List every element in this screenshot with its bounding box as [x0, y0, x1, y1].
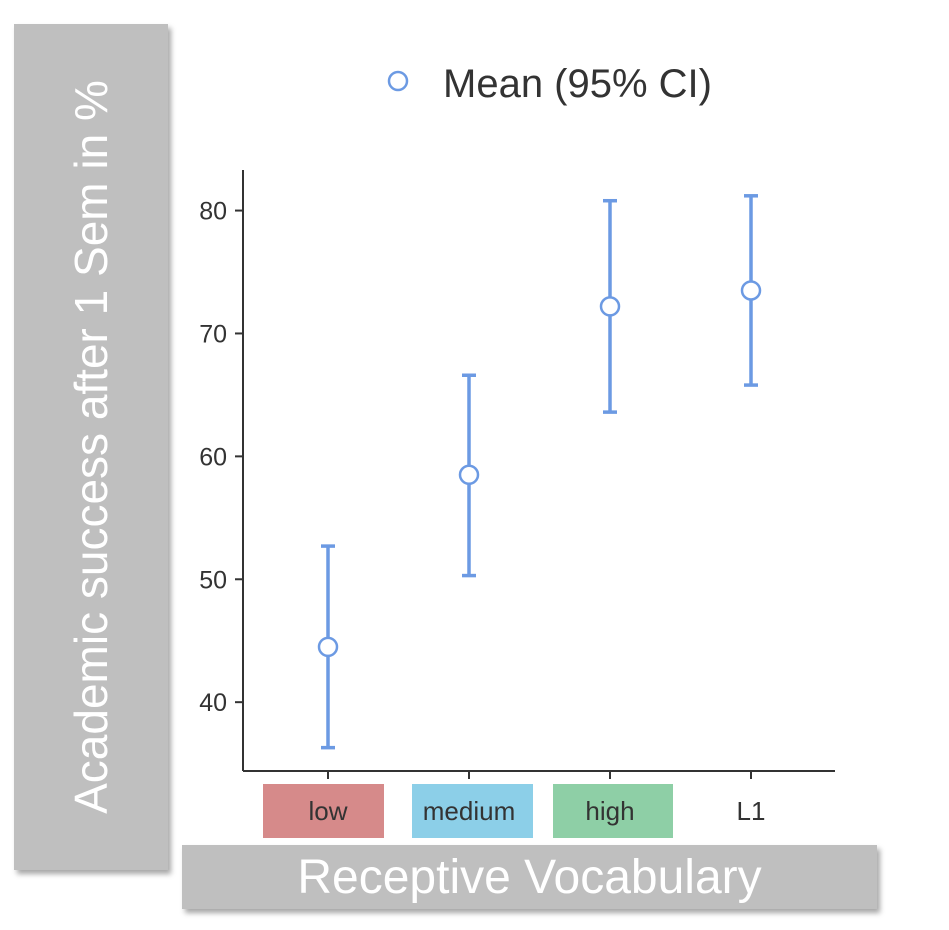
x-tick-label-high: high — [585, 796, 634, 826]
mean-point-low — [317, 636, 339, 658]
y-axis-label-box: Academic success after 1 Sem in % — [14, 24, 168, 870]
y-tick-label-40: 40 — [199, 689, 227, 717]
x-tick-label-low: low — [308, 796, 347, 826]
mean-point-L1 — [740, 280, 762, 301]
x-tick-label-L1: L1 — [737, 796, 766, 826]
x-axis-label: Receptive Vocabulary — [297, 850, 762, 904]
x-tick-label-medium: medium — [423, 796, 515, 826]
legend-marker — [387, 70, 409, 92]
mean-point-high — [599, 296, 621, 317]
category-bg-medium — [412, 784, 533, 838]
category-bg-low — [263, 784, 384, 838]
y-tick-label-80: 80 — [199, 198, 227, 226]
y-tick-label-60: 60 — [199, 443, 227, 471]
category-bg-high — [553, 784, 673, 838]
y-tick-label-50: 50 — [199, 566, 227, 594]
mean-point-medium — [458, 464, 480, 486]
y-tick-label-70: 70 — [199, 320, 227, 348]
legend-label: Mean (95% CI) — [443, 62, 712, 106]
x-axis-label-box: Receptive Vocabulary — [182, 845, 877, 909]
